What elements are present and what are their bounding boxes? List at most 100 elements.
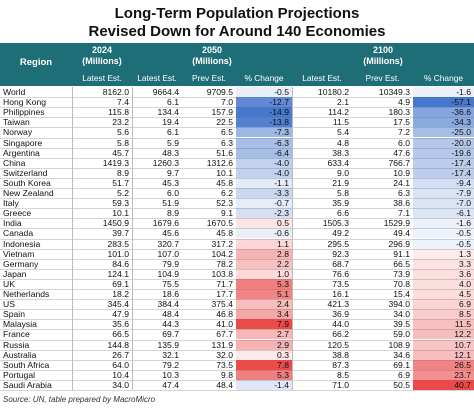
cell: 375.4 (211, 299, 233, 310)
cell: -7.0 (413, 198, 474, 209)
cell: 114.2 (328, 107, 349, 118)
cell: Vietnam (3, 248, 35, 259)
cell: 6.1 (167, 127, 179, 138)
cell: 48.4 (216, 379, 233, 390)
cell: 4.0 (413, 278, 474, 289)
cell: 75.5 (162, 278, 179, 289)
cell: 18.6 (162, 289, 179, 299)
row-line (0, 329, 474, 331)
cell: -6.3 (236, 137, 292, 148)
cell: -7.9 (413, 188, 474, 198)
cell: 66.5 (393, 258, 410, 269)
cell: 35.9 (332, 198, 349, 209)
source: Source: UN, table prepared by MacroMicro (3, 395, 156, 404)
cell: Australia (3, 349, 37, 360)
cell: New Zealand (3, 188, 54, 198)
cell: Canada (3, 228, 34, 239)
cell: Hong Kong (3, 97, 47, 108)
row-line (0, 198, 474, 200)
cell: -34.3 (413, 117, 474, 128)
cell: 2.1 (337, 97, 349, 108)
cell: 3.3 (413, 258, 474, 269)
cell: 45.3 (162, 177, 179, 188)
cell: Taiwan (3, 117, 30, 128)
cell: Russia (3, 339, 30, 350)
cell: 45.7 (112, 147, 129, 158)
cell: -7.3 (236, 127, 292, 138)
cell: 79.9 (162, 258, 179, 269)
cell: 317.2 (211, 238, 233, 249)
row-line (0, 309, 474, 311)
group-year: 2024 (91, 45, 113, 55)
cell: Norway (3, 127, 33, 138)
cell: 51.7 (112, 177, 129, 188)
cell: 2.2 (236, 258, 292, 269)
cell: UK (3, 278, 15, 289)
cell: 41.0 (216, 319, 233, 330)
cell: 7.0 (221, 97, 233, 108)
cell: 1.3 (413, 248, 474, 259)
cell: Argentina (3, 147, 40, 158)
cell: 32.1 (162, 349, 179, 360)
cell: 50.5 (393, 379, 410, 390)
cell: 5.3 (236, 369, 292, 380)
cell: 9.7 (167, 167, 179, 178)
cell: 15.4 (393, 289, 410, 299)
cell: 92.3 (332, 248, 349, 259)
group-unit: (Millions) (363, 56, 403, 66)
cell: 3.4 (236, 309, 292, 320)
row-line (0, 218, 474, 220)
cell: 6.9 (413, 299, 474, 310)
cell: 1450.9 (102, 218, 129, 229)
cell: 48.4 (162, 309, 179, 320)
cell: 135.9 (157, 339, 179, 350)
cell: -1.6 (413, 87, 474, 97)
title: Long-Term Population Projections (114, 5, 360, 22)
row-line (0, 390, 474, 391)
cell: 10.1 (112, 208, 129, 219)
column-header: Latest Est. (302, 73, 342, 83)
cell: -6.4 (236, 147, 292, 158)
cell: -14.9 (236, 107, 292, 118)
cell: 345.4 (107, 299, 129, 310)
group-year: 2050 (201, 45, 223, 55)
cell: 2.8 (236, 248, 292, 259)
column-separator (292, 87, 293, 390)
cell: -2.3 (236, 208, 292, 219)
cell: 64.0 (112, 359, 129, 370)
cell: 10.7 (413, 339, 474, 350)
cell: 78.2 (216, 258, 233, 269)
cell: 87.3 (332, 359, 349, 370)
cell: Indonesia (3, 238, 41, 249)
cell: 101.0 (107, 248, 129, 259)
row-line (0, 177, 474, 179)
cell: -1.4 (236, 379, 292, 390)
row-line (0, 127, 474, 129)
cell: 5.4 (337, 127, 349, 138)
cell: Japan (3, 268, 27, 279)
cell: 4.9 (398, 97, 410, 108)
cell: 48.3 (162, 147, 179, 158)
cell: 52.3 (216, 198, 233, 209)
cell: 5.2 (117, 188, 129, 198)
cell: 26.5 (413, 359, 474, 370)
cell: -20.0 (413, 137, 474, 148)
cell: 108.9 (388, 339, 410, 350)
cell: 1260.3 (152, 157, 179, 168)
cell: 6.1 (167, 97, 179, 108)
cell: 38.8 (332, 349, 349, 360)
cell: 73.5 (216, 359, 233, 370)
row-line (0, 379, 474, 381)
cell: -1.1 (236, 177, 292, 188)
cell: 47.9 (112, 309, 129, 320)
cell: 36.9 (332, 309, 349, 320)
cell: 384.4 (157, 299, 179, 310)
cell: 49.2 (332, 228, 349, 239)
column-header: % Change (244, 73, 284, 83)
cell: 11.5 (332, 117, 349, 128)
row-line (0, 157, 474, 159)
cell: 79.2 (162, 359, 179, 370)
cell: 34.0 (393, 309, 410, 320)
cell: 8.9 (167, 208, 179, 219)
